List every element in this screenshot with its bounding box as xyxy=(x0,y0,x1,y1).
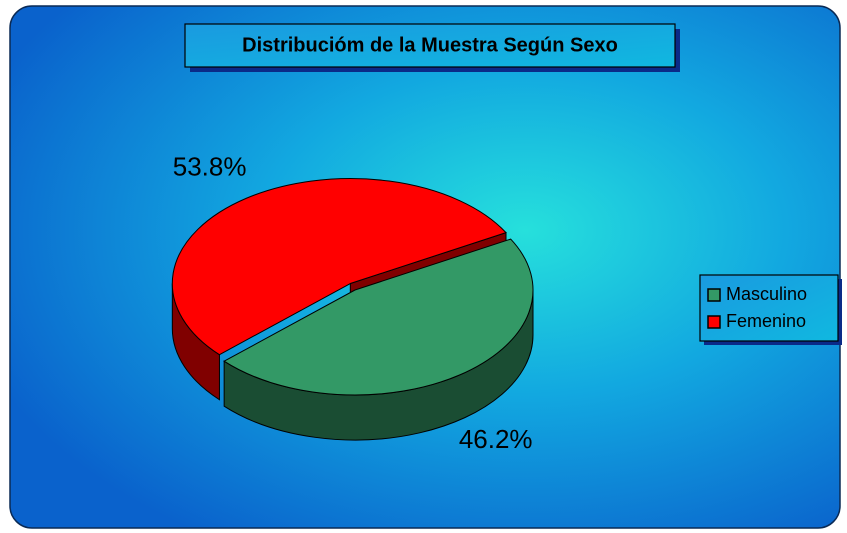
pie-slice xyxy=(223,238,534,396)
data-label: 53.8% xyxy=(173,151,247,181)
title-box xyxy=(184,23,676,68)
legend-label: Femenino xyxy=(726,311,806,331)
legend-box xyxy=(699,274,839,342)
legend-swatch xyxy=(707,288,721,302)
chart-title: Distribucióm de la Muestra Según Sexo xyxy=(242,34,618,56)
legend-label: Masculino xyxy=(726,284,807,304)
pie-slice xyxy=(171,178,507,356)
data-label: 46.2% xyxy=(459,424,533,454)
legend-swatch xyxy=(707,315,721,329)
